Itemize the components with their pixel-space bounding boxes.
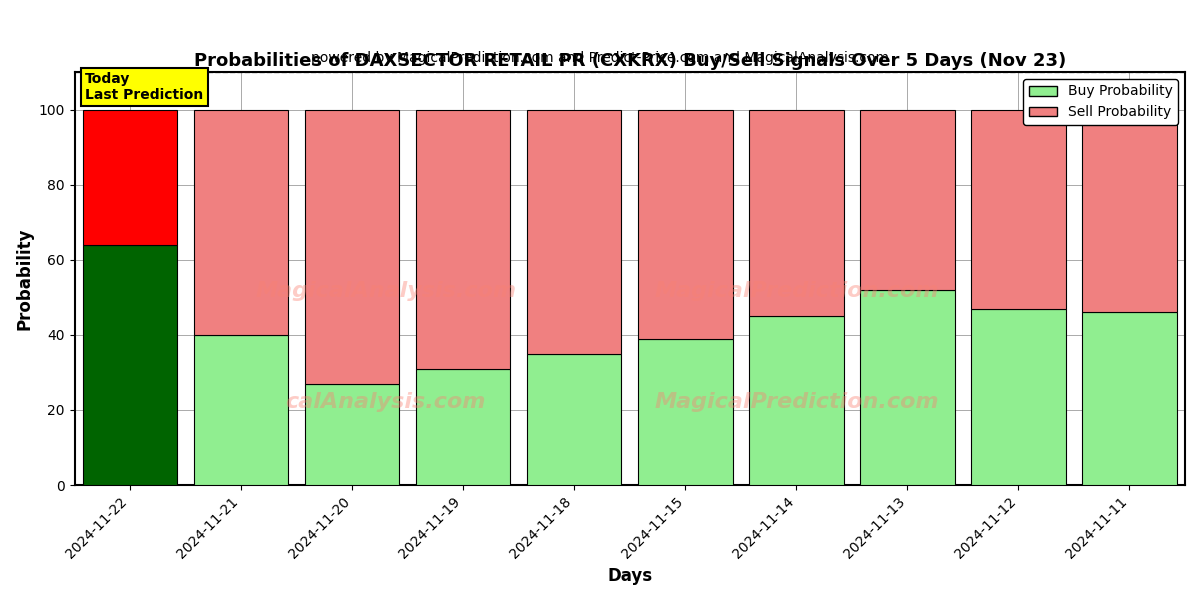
Bar (749, 110, 844, 316)
Bar (416, 368, 510, 485)
Bar (416, 110, 510, 368)
Bar (305, 110, 400, 383)
Bar (527, 110, 622, 353)
Bar (860, 290, 955, 485)
Bar (749, 316, 844, 485)
Text: calAnalysis.com: calAnalysis.com (286, 392, 486, 412)
Bar (971, 308, 1066, 485)
Bar (83, 110, 178, 245)
Text: powered by MagicalPrediction.com and Predict-Price.com and MagicalAnalysis.com: powered by MagicalPrediction.com and Pre… (311, 51, 889, 65)
Bar (194, 110, 288, 335)
Bar (1082, 110, 1177, 313)
Title: Probabilities of DAXSECTOR RETAIL PR (CXKRX) Buy/Sell Signals Over 5 Days (Nov 2: Probabilities of DAXSECTOR RETAIL PR (CX… (193, 52, 1066, 70)
Bar (860, 110, 955, 290)
Bar (83, 245, 178, 485)
Legend: Buy Probability, Sell Probability: Buy Probability, Sell Probability (1024, 79, 1178, 125)
Bar (1082, 313, 1177, 485)
Text: MagicalAnalysis.com: MagicalAnalysis.com (256, 281, 516, 301)
Bar (527, 353, 622, 485)
Bar (194, 335, 288, 485)
X-axis label: Days: Days (607, 567, 653, 585)
Y-axis label: Probability: Probability (16, 227, 34, 330)
Text: MagicalPrediction.com: MagicalPrediction.com (654, 392, 938, 412)
Bar (638, 110, 732, 338)
Bar (971, 110, 1066, 308)
Text: MagicalPrediction.com: MagicalPrediction.com (654, 281, 938, 301)
Bar (638, 338, 732, 485)
Bar (305, 383, 400, 485)
Text: Today
Last Prediction: Today Last Prediction (85, 72, 204, 102)
